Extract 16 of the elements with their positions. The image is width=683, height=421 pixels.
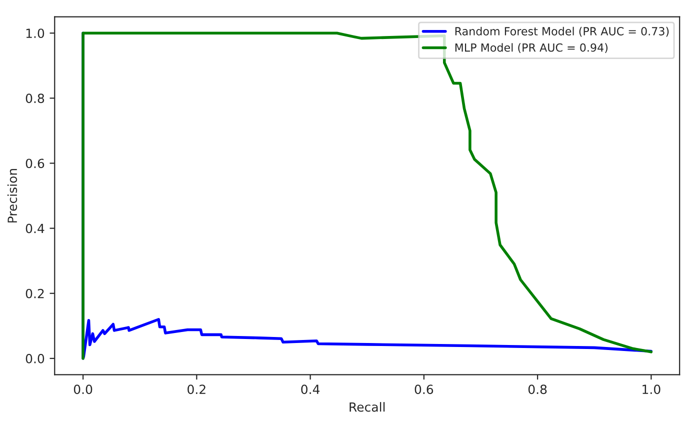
x-tick-label: 1.0 [642,384,660,394]
x-tick-label: 0.4 [301,384,320,394]
y-tick-label: 1.0 [26,28,44,38]
x-tick-label: 0.0 [74,384,92,394]
y-tick-label: 0.4 [26,224,44,234]
y-tick-label: 0.0 [26,354,44,364]
x-tick-label: 0.8 [528,384,547,394]
y-tick-label: 0.6 [26,158,44,168]
y-tick-label: 0.2 [26,288,44,298]
x-axis-title: Recall [350,402,385,412]
legend-label: Random Forest Model (PR AUC = 0.73) [455,26,669,37]
y-axis-title: Precision [7,168,18,222]
x-tick-label: 0.2 [188,384,206,394]
x-tick-label: 0.6 [414,384,434,394]
legend-label: MLP Model (PR AUC = 0.94) [455,43,608,54]
y-tick-label: 0.8 [26,94,44,104]
